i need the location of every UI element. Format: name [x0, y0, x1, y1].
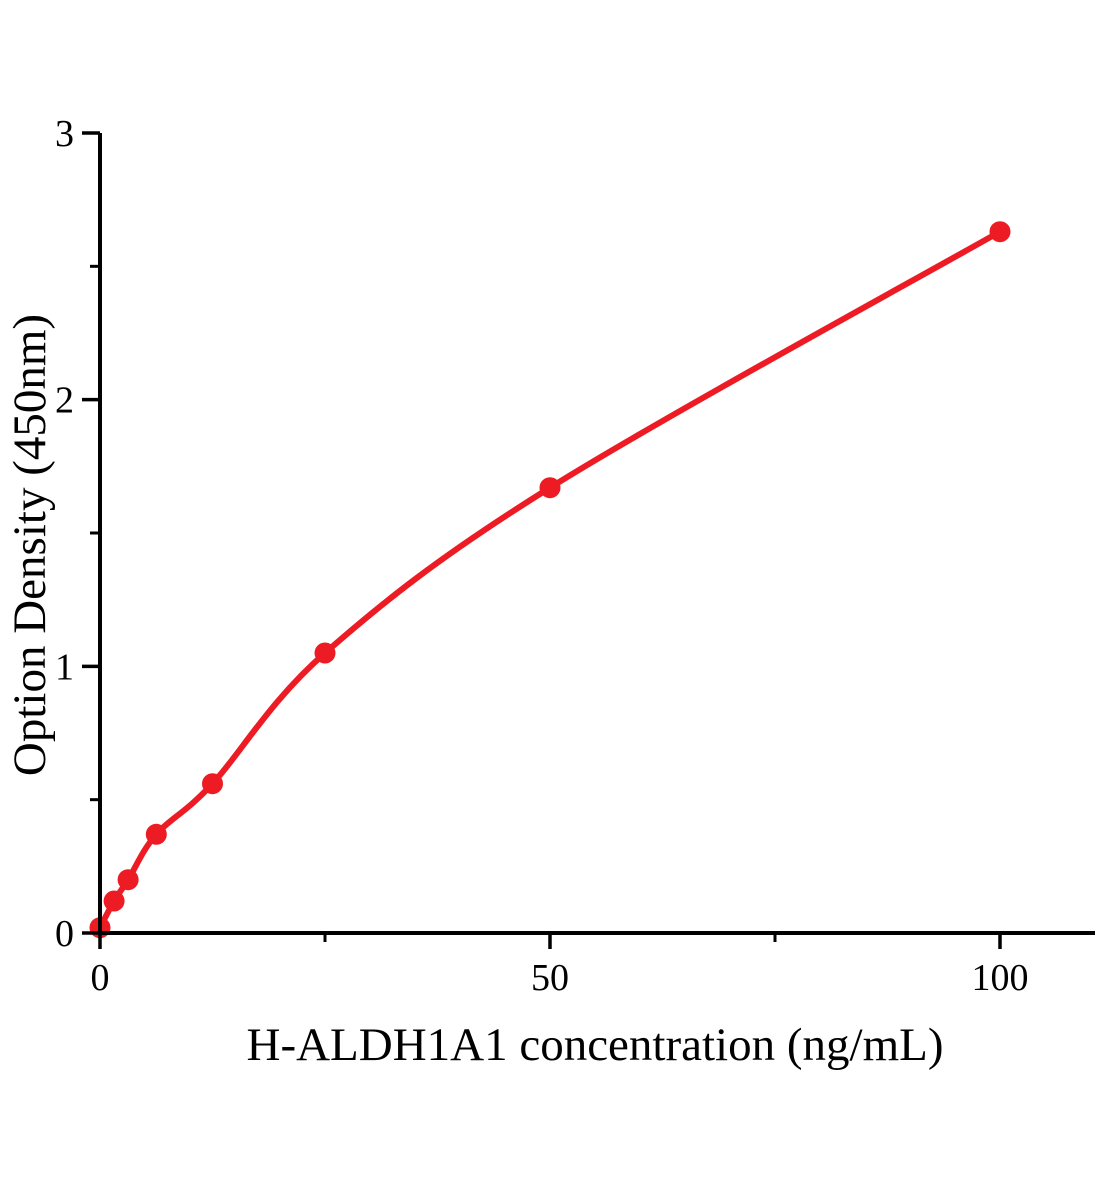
data-point-marker: [539, 477, 561, 499]
y-axis-tick-label: 3: [55, 113, 74, 155]
fitted-curve-line: [97, 228, 1003, 931]
x-axis-tick-label: 0: [91, 957, 110, 999]
y-axis-title: Option Density (450nm): [4, 313, 56, 777]
data-point-marker: [117, 869, 139, 891]
y-axis-tick-label: 0: [55, 913, 74, 955]
y-axis-tick-label: 2: [55, 380, 74, 422]
data-point-marker: [314, 642, 336, 664]
x-axis-tick-label: 100: [972, 957, 1029, 999]
x-axis-tick-label: 50: [531, 957, 569, 999]
x-axis-title: H-ALDH1A1 concentration (ng/mL): [246, 1019, 944, 1071]
data-point-marker: [989, 221, 1011, 243]
data-point-marker: [145, 823, 167, 845]
y-axis-tick-label: 1: [55, 646, 74, 688]
data-point-marker: [103, 890, 125, 912]
data-point-marker: [202, 773, 223, 795]
